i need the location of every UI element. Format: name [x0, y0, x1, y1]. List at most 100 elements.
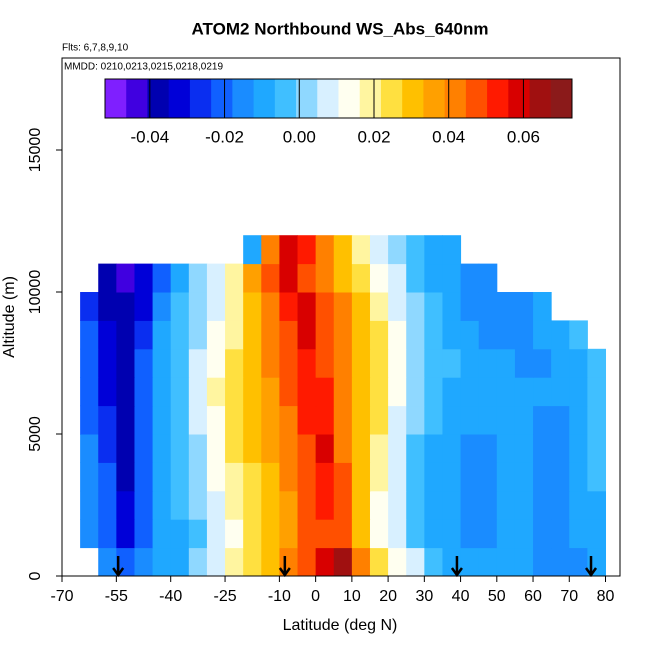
- heat-cell: [333, 490, 353, 520]
- heat-cell: [442, 292, 462, 321]
- heat-cell: [206, 320, 226, 350]
- heat-cell: [514, 348, 534, 378]
- heat-cell: [406, 434, 425, 463]
- heat-cell: [98, 377, 117, 407]
- heat-cell: [533, 292, 552, 321]
- heat-cell: [297, 377, 317, 407]
- heat-cell: [460, 462, 480, 492]
- heat-cell: [261, 263, 280, 293]
- heat-cell: [206, 547, 226, 577]
- x-tick-label: 10: [343, 588, 361, 605]
- heat-cell: [297, 490, 317, 520]
- heat-cell: [297, 547, 317, 577]
- heat-cell: [243, 434, 262, 463]
- heat-cell: [514, 462, 534, 492]
- heat-cell: [261, 377, 280, 407]
- heat-cell: [116, 320, 135, 350]
- heat-cell: [206, 405, 226, 435]
- heat-cell: [496, 405, 516, 435]
- heat-cell: [152, 348, 172, 378]
- heat-cell: [134, 320, 154, 350]
- heat-cell: [170, 405, 190, 435]
- heat-cell: [460, 434, 480, 463]
- colorbar-swatch: [168, 79, 191, 118]
- x-tick-label: -10: [268, 588, 291, 605]
- heat-cell: [369, 348, 389, 378]
- heat-cell: [225, 490, 244, 520]
- heat-cell: [587, 348, 607, 378]
- colorbar-swatch: [508, 79, 531, 118]
- heat-cell: [478, 490, 498, 520]
- heat-cell: [460, 320, 480, 350]
- heat-cell: [388, 235, 407, 265]
- heat-cell: [297, 519, 317, 549]
- heat-cell: [134, 434, 154, 463]
- heat-cell: [478, 292, 498, 321]
- arrow: [112, 556, 125, 578]
- heat-cell: [279, 405, 299, 435]
- heat-cell: [279, 462, 299, 492]
- heat-cell: [351, 235, 371, 265]
- heat-cell: [406, 348, 425, 378]
- heat-cell: [243, 519, 262, 549]
- heat-cell: [134, 547, 154, 577]
- heat-cell: [460, 519, 480, 549]
- heat-cell: [243, 235, 262, 265]
- heat-cell: [261, 235, 280, 265]
- heat-cell: [478, 320, 498, 350]
- heat-cell: [225, 320, 244, 350]
- heat-cell: [533, 434, 552, 463]
- y-tick-label: 0: [27, 571, 44, 580]
- heat-cell: [297, 348, 317, 378]
- heat-cell: [514, 405, 534, 435]
- heat-cell: [496, 320, 516, 350]
- heat-cell: [225, 405, 244, 435]
- heat-cell: [406, 405, 425, 435]
- heat-cell: [315, 519, 335, 549]
- heat-cell: [351, 462, 371, 492]
- heat-cell: [279, 377, 299, 407]
- heat-cell: [551, 519, 570, 549]
- heat-cell: [460, 377, 480, 407]
- heat-cell: [243, 348, 262, 378]
- heat-cell: [243, 320, 262, 350]
- heat-cell: [188, 377, 208, 407]
- heat-cell: [514, 519, 534, 549]
- colorbar-frame: [104, 78, 573, 119]
- heat-cell: [315, 490, 335, 520]
- heat-cell: [206, 348, 226, 378]
- heat-cell: [225, 377, 244, 407]
- heat-cell: [333, 434, 353, 463]
- heat-cell: [533, 519, 552, 549]
- heat-cell: [406, 235, 425, 265]
- heat-cell: [533, 490, 552, 520]
- heat-cell: [333, 320, 353, 350]
- heat-cell: [388, 547, 407, 577]
- heat-cell: [369, 377, 389, 407]
- heat-cell: [406, 320, 425, 350]
- heat-cell: [424, 405, 443, 435]
- colorbar-swatch: [253, 79, 276, 118]
- heat-cell: [333, 405, 353, 435]
- colorbar-swatch: [232, 79, 255, 118]
- heat-cell: [442, 235, 462, 265]
- colorbar-swatch: [550, 79, 573, 118]
- heat-cell: [388, 405, 407, 435]
- heat-cell: [297, 462, 317, 492]
- heat-cell: [406, 519, 425, 549]
- heat-cell: [315, 434, 335, 463]
- heat-cell: [80, 462, 99, 492]
- heat-cell: [170, 434, 190, 463]
- heat-cell: [442, 377, 462, 407]
- heat-cell: [514, 434, 534, 463]
- heat-cell: [442, 405, 462, 435]
- heat-cell: [388, 320, 407, 350]
- heat-cell: [442, 263, 462, 293]
- colorbar-swatch: [105, 79, 127, 118]
- heat-cell: [170, 377, 190, 407]
- arrow: [278, 556, 291, 578]
- heat-cell: [188, 519, 208, 549]
- heat-cell: [388, 434, 407, 463]
- heat-cell: [116, 405, 135, 435]
- heat-cell: [98, 405, 117, 435]
